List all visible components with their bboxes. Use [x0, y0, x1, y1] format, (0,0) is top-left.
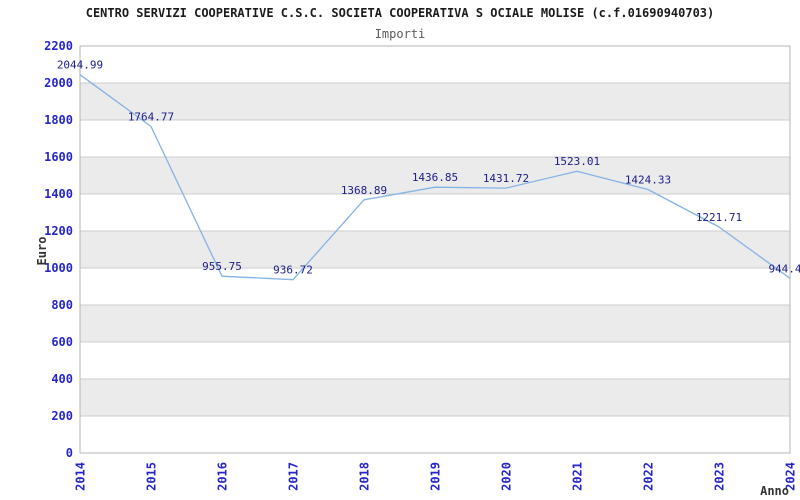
point-label: 944.4 — [768, 262, 800, 275]
y-tick-label: 0 — [66, 446, 73, 460]
chart-subtitle: Importi — [374, 27, 426, 41]
point-label: 936.72 — [273, 264, 313, 277]
x-tick-label: 2023 — [713, 462, 727, 491]
x-tick-label: 2022 — [642, 462, 656, 491]
stripe-band — [80, 83, 790, 120]
point-label: 1436.85 — [412, 171, 458, 184]
y-tick-label: 1800 — [44, 113, 73, 127]
stripe-band — [80, 305, 790, 342]
x-tick-label: 2014 — [74, 462, 88, 491]
y-tick-label: 1600 — [44, 150, 73, 164]
point-label: 1424.33 — [625, 174, 671, 187]
y-tick-label: 2200 — [44, 39, 73, 53]
y-axis-title: Euro — [35, 237, 49, 266]
x-tick-label: 2017 — [287, 462, 301, 491]
y-tick-label: 600 — [51, 335, 73, 349]
x-tick-label: 2019 — [429, 462, 443, 491]
point-label: 1221.71 — [696, 211, 742, 224]
x-tick-label: 2024 — [784, 462, 798, 491]
y-tick-label: 400 — [51, 372, 73, 386]
y-tick-label: 1200 — [44, 224, 73, 238]
point-label: 2044.99 — [57, 59, 103, 72]
series-line — [79, 74, 791, 281]
y-tick-label: 2000 — [44, 76, 73, 90]
y-tick-label: 200 — [51, 409, 73, 423]
point-label: 1368.89 — [341, 184, 387, 197]
point-label: 1764.77 — [128, 111, 174, 124]
chart-title: CENTRO SERVIZI COOPERATIVE C.S.C. SOCIET… — [85, 6, 715, 20]
y-tick-label: 1000 — [44, 261, 73, 275]
y-tick-label: 1400 — [44, 187, 73, 201]
x-tick-label: 2018 — [358, 462, 372, 491]
point-label: 1431.72 — [483, 172, 529, 185]
x-axis-title: Anno — [760, 484, 789, 498]
x-tick-label: 2020 — [500, 462, 514, 491]
point-label: 955.75 — [202, 260, 242, 273]
point-label: 1523.01 — [554, 155, 600, 168]
stripe-band — [80, 231, 790, 268]
x-tick-label: 2016 — [216, 462, 230, 491]
plot-border — [79, 45, 791, 454]
x-tick-label: 2021 — [571, 462, 585, 491]
y-tick-label: 800 — [51, 298, 73, 312]
x-tick-label: 2015 — [145, 462, 159, 491]
stripe-band — [80, 379, 790, 416]
